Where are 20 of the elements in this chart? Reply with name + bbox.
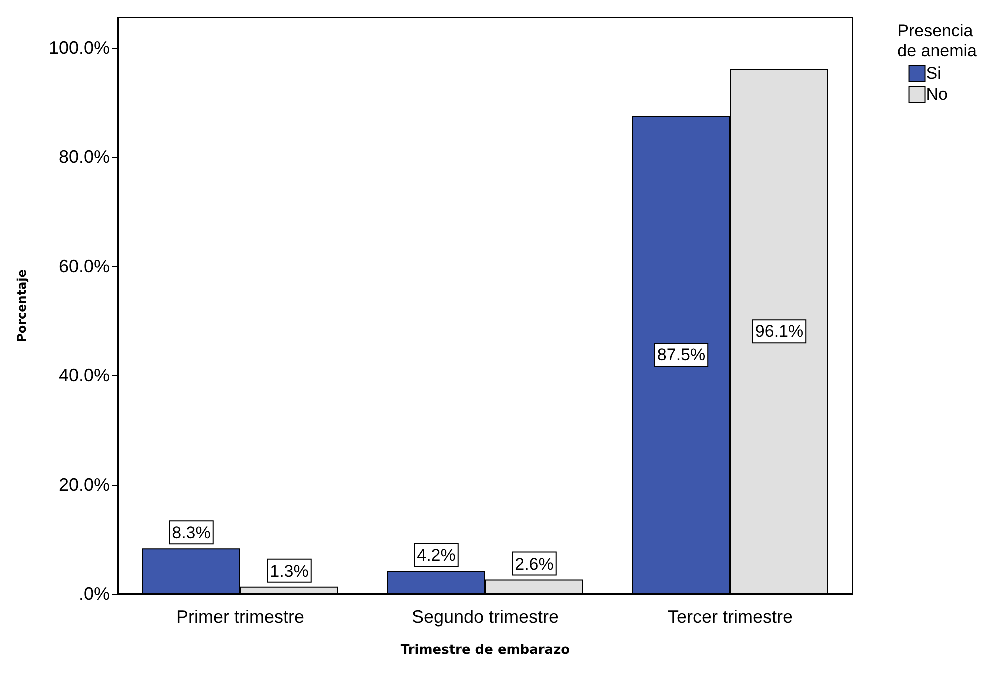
legend-label: No: [926, 85, 948, 104]
data-label: 4.2%: [417, 546, 456, 566]
data-label: 2.6%: [515, 554, 554, 574]
y-tick-label: 60.0%: [58, 256, 110, 276]
y-tick-label: 40.0%: [58, 366, 110, 386]
x-tick-label: Segundo trimestre: [412, 607, 560, 627]
y-tick-label: 80.0%: [58, 147, 110, 168]
x-tick-label: Primer trimestre: [176, 607, 305, 627]
data-label: 96.1%: [755, 322, 804, 342]
y-tick-label: 100.0%: [48, 38, 110, 58]
x-tick-label: Tercer trimestre: [668, 607, 794, 627]
x-axis-title: Trimestre de embarazo: [400, 643, 570, 658]
data-label: 8.3%: [172, 524, 211, 543]
data-label: 87.5%: [657, 346, 706, 365]
y-axis-title: Porcentaje: [15, 270, 29, 342]
data-label: 1.3%: [270, 562, 309, 581]
legend-label: Si: [926, 64, 942, 83]
y-tick-label: 20.0%: [58, 474, 110, 495]
legend-title: Presencia de anemia: [898, 22, 978, 60]
y-tick-label: .0%: [78, 584, 110, 604]
